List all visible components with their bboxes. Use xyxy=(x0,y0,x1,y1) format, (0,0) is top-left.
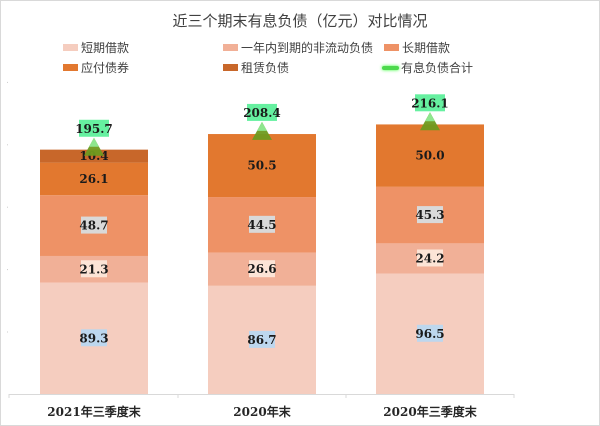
x-tick-label: 2020年末 xyxy=(233,404,291,419)
bar-segment xyxy=(40,162,148,196)
data-label-box xyxy=(249,260,275,278)
y-axis-tick-mark xyxy=(7,81,8,83)
legend-item-bonds-payable: 应付债券 xyxy=(63,59,129,76)
data-label-box xyxy=(81,329,107,347)
data-label: 89.3 xyxy=(79,331,108,345)
data-label: 96.5 xyxy=(415,327,444,341)
legend-item-total: 有息负债合计 xyxy=(382,59,473,76)
data-label: 48.7 xyxy=(79,219,108,233)
total-marker-triangle xyxy=(420,112,440,131)
data-label-box xyxy=(81,216,107,234)
data-label-box xyxy=(417,324,443,342)
legend-item-long-term-loans: 长期借款 xyxy=(384,39,450,56)
data-label: 50.0 xyxy=(415,149,444,163)
data-label-box xyxy=(81,260,107,278)
total-label: 195.7 xyxy=(75,122,113,136)
x-tick-label: 2020年三季度末 xyxy=(383,404,477,419)
legend-label: 租赁负债 xyxy=(241,61,290,75)
y-axis-tick-mark xyxy=(7,144,8,146)
bar-segment xyxy=(376,124,484,187)
legend-item-short-term-loans: 短期借款 xyxy=(63,39,129,56)
total-marker-highlight xyxy=(425,112,435,122)
legend-label: 长期借款 xyxy=(402,41,451,55)
total-label: 216.1 xyxy=(411,96,449,110)
data-label: 44.5 xyxy=(247,218,276,232)
legend-item-current-noncurrent: 一年内到期的非流动负债 xyxy=(223,39,373,56)
total-label: 208.4 xyxy=(243,106,281,120)
legend-label: 一年内到期的非流动负债 xyxy=(241,41,374,55)
data-label-box xyxy=(249,215,275,233)
legend-swatch xyxy=(384,44,399,51)
legend-item-lease-liabilities: 租赁负债 xyxy=(223,59,289,76)
x-tick-label: 2021年三季度末 xyxy=(47,404,141,419)
total-marker-highlight xyxy=(257,121,267,131)
total-label-box xyxy=(415,94,445,112)
data-label: 24.2 xyxy=(415,251,444,265)
legend-label: 有息负债合计 xyxy=(401,61,474,75)
data-label-box xyxy=(417,206,443,224)
bar-segment xyxy=(40,149,148,163)
data-label: 26.6 xyxy=(247,262,276,276)
chart-title: 近三个期末有息负债（亿元）对比情况 xyxy=(172,12,428,30)
y-axis-tick-mark xyxy=(7,206,8,208)
legend-swatch xyxy=(382,65,399,70)
legend-swatch xyxy=(223,44,238,51)
total-label-box xyxy=(79,119,109,137)
data-label: 50.5 xyxy=(247,159,276,173)
legend-swatch xyxy=(63,44,78,51)
data-label: 86.7 xyxy=(247,333,276,347)
bar-segment xyxy=(208,134,316,198)
y-axis-tick-mark xyxy=(7,331,8,333)
data-label-box xyxy=(417,249,443,267)
legend-swatch xyxy=(63,64,78,71)
total-label-box xyxy=(247,103,277,121)
data-label: 21.3 xyxy=(79,262,108,276)
total-marker-highlight xyxy=(89,137,99,147)
data-label: 26.1 xyxy=(79,172,108,186)
legend-label: 应付债券 xyxy=(81,61,130,75)
data-label: 45.3 xyxy=(415,208,444,222)
legend-swatch xyxy=(223,64,238,71)
y-axis-tick-mark xyxy=(7,269,8,271)
legend-label: 短期借款 xyxy=(81,41,130,55)
data-label-box xyxy=(249,330,275,348)
